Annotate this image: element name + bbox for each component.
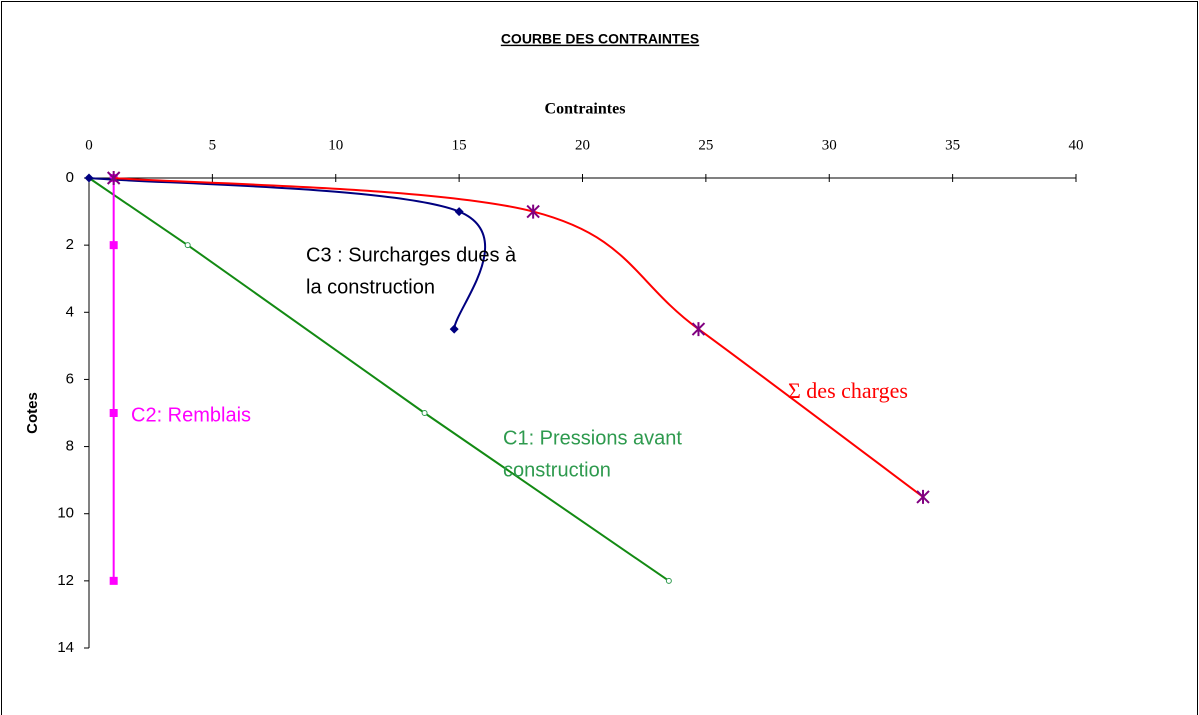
x-tick-label: 0 bbox=[85, 137, 93, 153]
marker bbox=[916, 489, 930, 504]
annotation: la construction bbox=[306, 276, 435, 298]
x-tick-label: 15 bbox=[452, 137, 467, 153]
y-tick-label: 12 bbox=[57, 572, 74, 589]
annotation: construction bbox=[503, 459, 611, 481]
annotation: C3 : Surcharges dues à bbox=[306, 244, 517, 266]
marker bbox=[109, 241, 118, 250]
x-tick-label: 25 bbox=[698, 137, 713, 153]
annotation: C2: Remblais bbox=[131, 404, 251, 426]
marker bbox=[665, 577, 672, 584]
y-axis-title: Cotes bbox=[24, 392, 41, 434]
marker bbox=[449, 324, 459, 334]
series-line bbox=[88, 177, 670, 582]
marker bbox=[184, 242, 191, 249]
marker bbox=[526, 204, 540, 219]
marker bbox=[109, 409, 118, 417]
x-tick-label: 35 bbox=[945, 137, 960, 153]
marker bbox=[454, 207, 464, 217]
series-line bbox=[113, 177, 924, 498]
y-tick-label: 0 bbox=[66, 169, 74, 186]
x-tick-label: 5 bbox=[209, 137, 217, 153]
marker bbox=[109, 576, 118, 585]
y-tick-label: 4 bbox=[66, 303, 74, 320]
x-axis-title: Contraintes bbox=[545, 101, 626, 118]
x-tick-label: 10 bbox=[328, 137, 343, 153]
x-tick-label: 30 bbox=[822, 137, 837, 153]
y-tick-label: 10 bbox=[57, 505, 74, 522]
marker bbox=[106, 171, 121, 185]
marker bbox=[421, 410, 428, 416]
y-tick-label: 6 bbox=[66, 370, 74, 387]
annotation: Σ des charges bbox=[788, 378, 908, 403]
y-tick-label: 8 bbox=[66, 438, 74, 455]
y-tick-label: 14 bbox=[57, 639, 74, 656]
chart-title: COURBE DES CONTRAINTES bbox=[501, 31, 699, 47]
series-line bbox=[88, 177, 486, 330]
marker bbox=[84, 173, 94, 183]
x-tick-label: 20 bbox=[575, 137, 590, 153]
y-tick-label: 2 bbox=[66, 236, 74, 253]
annotation: C1: Pressions avant bbox=[503, 427, 682, 449]
marker bbox=[691, 322, 706, 337]
x-tick-label: 40 bbox=[1069, 137, 1084, 153]
